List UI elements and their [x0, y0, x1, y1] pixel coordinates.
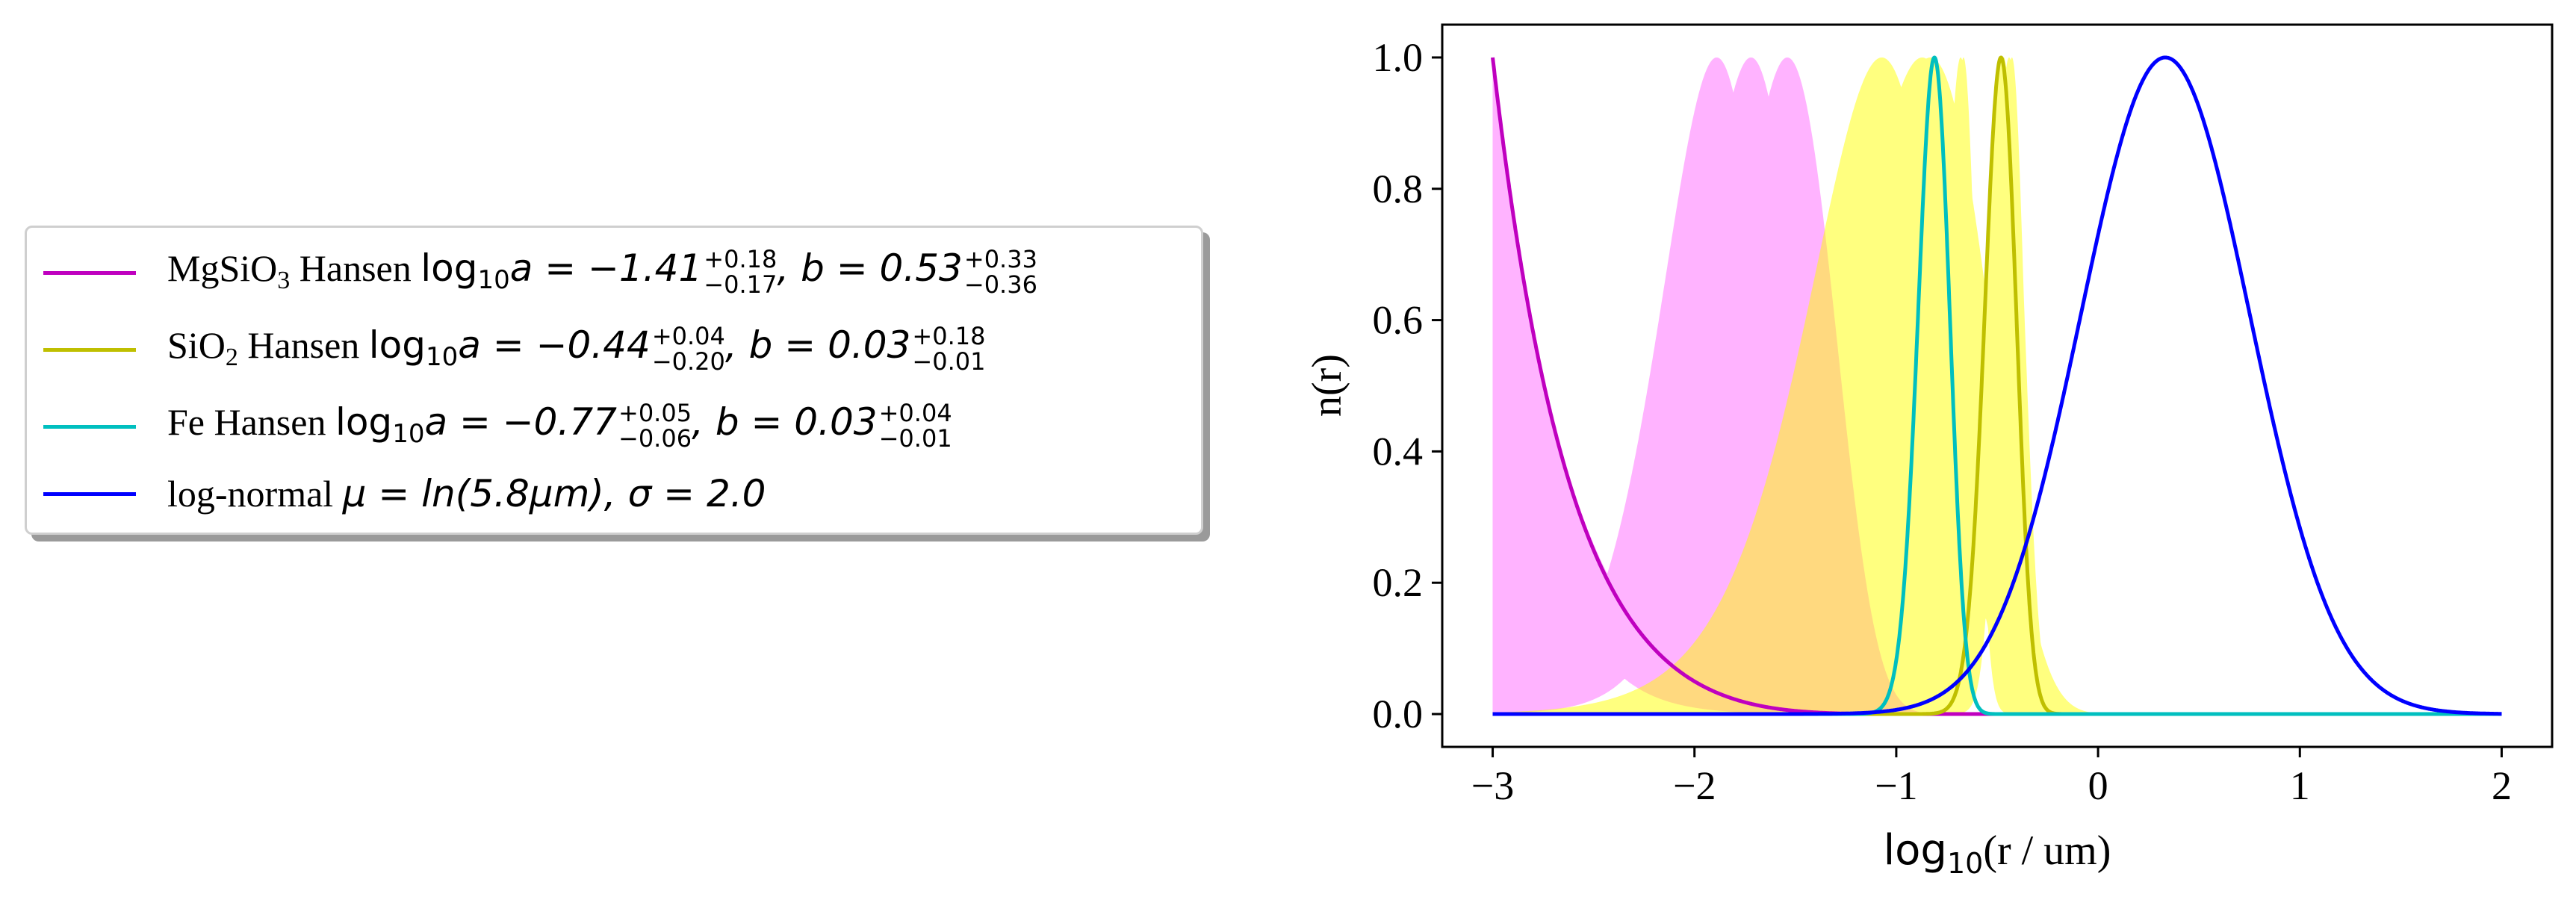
x-tick-label: −3 — [1471, 763, 1514, 808]
y-tick-label: 0.8 — [1373, 167, 1424, 211]
series-lines — [1491, 55, 2504, 716]
x-axis-label: log10(r / um) — [1884, 826, 2111, 880]
x-tick-label: −1 — [1875, 763, 1917, 808]
x-tick-label: 0 — [2088, 763, 2108, 808]
y-tick-label: 1.0 — [1373, 35, 1424, 80]
legend-swatch — [43, 347, 136, 352]
uncertainty-band-1 — [1492, 58, 2502, 714]
series-line-3 — [1491, 55, 2504, 716]
legend-label: log-normal μ = ln(5.8μm), σ = 2.0 — [167, 472, 766, 515]
legend-swatch — [43, 270, 136, 275]
legend: MgSiO3 Hansen log10a = −1.41 +0.18 −0.17, … — [25, 226, 1203, 535]
uncertainty-bands — [1492, 58, 2502, 714]
legend-entry-log-normal: log-normal μ = ln(5.8μm), σ = 2.0 — [43, 460, 766, 527]
legend-label: MgSiO3 Hansen log10a = −1.41 +0.18 −0.17, … — [167, 245, 1037, 299]
legend-swatch — [43, 491, 136, 496]
legend-swatch — [43, 424, 136, 429]
legend-entry-fe: Fe Hansen log10a = −0.77 +0.05 −0.06, b = … — [43, 393, 952, 460]
y-axis: 0.0 0.2 0.4 0.6 0.8 1.0 — [1373, 35, 1442, 736]
x-tick-label: 1 — [2290, 763, 2310, 808]
legend-entry-mgsio3: MgSiO3 Hansen log10a = −1.41 +0.18 −0.17, … — [43, 239, 1037, 306]
y-tick-label: 0.4 — [1373, 429, 1424, 474]
legend-entry-sio2: SiO2 Hansen log10a = −0.44 +0.04 −0.20, b … — [43, 316, 985, 383]
y-tick-label: 0.0 — [1373, 692, 1424, 736]
y-axis-label: n(r) — [1304, 354, 1350, 417]
y-tick-label: 0.2 — [1373, 560, 1424, 605]
x-tick-label: 2 — [2492, 763, 2512, 808]
plot-frame — [1441, 23, 2554, 748]
x-axis: −3 −2 −1 0 1 2 — [1471, 747, 2512, 808]
legend-label: SiO2 Hansen log10a = −0.44 +0.04 −0.20, b … — [167, 322, 986, 376]
x-tick-label: −2 — [1673, 763, 1716, 808]
y-tick-label: 0.6 — [1373, 298, 1424, 343]
legend-label: Fe Hansen log10a = −0.77 +0.05 −0.06, b = … — [167, 399, 952, 453]
